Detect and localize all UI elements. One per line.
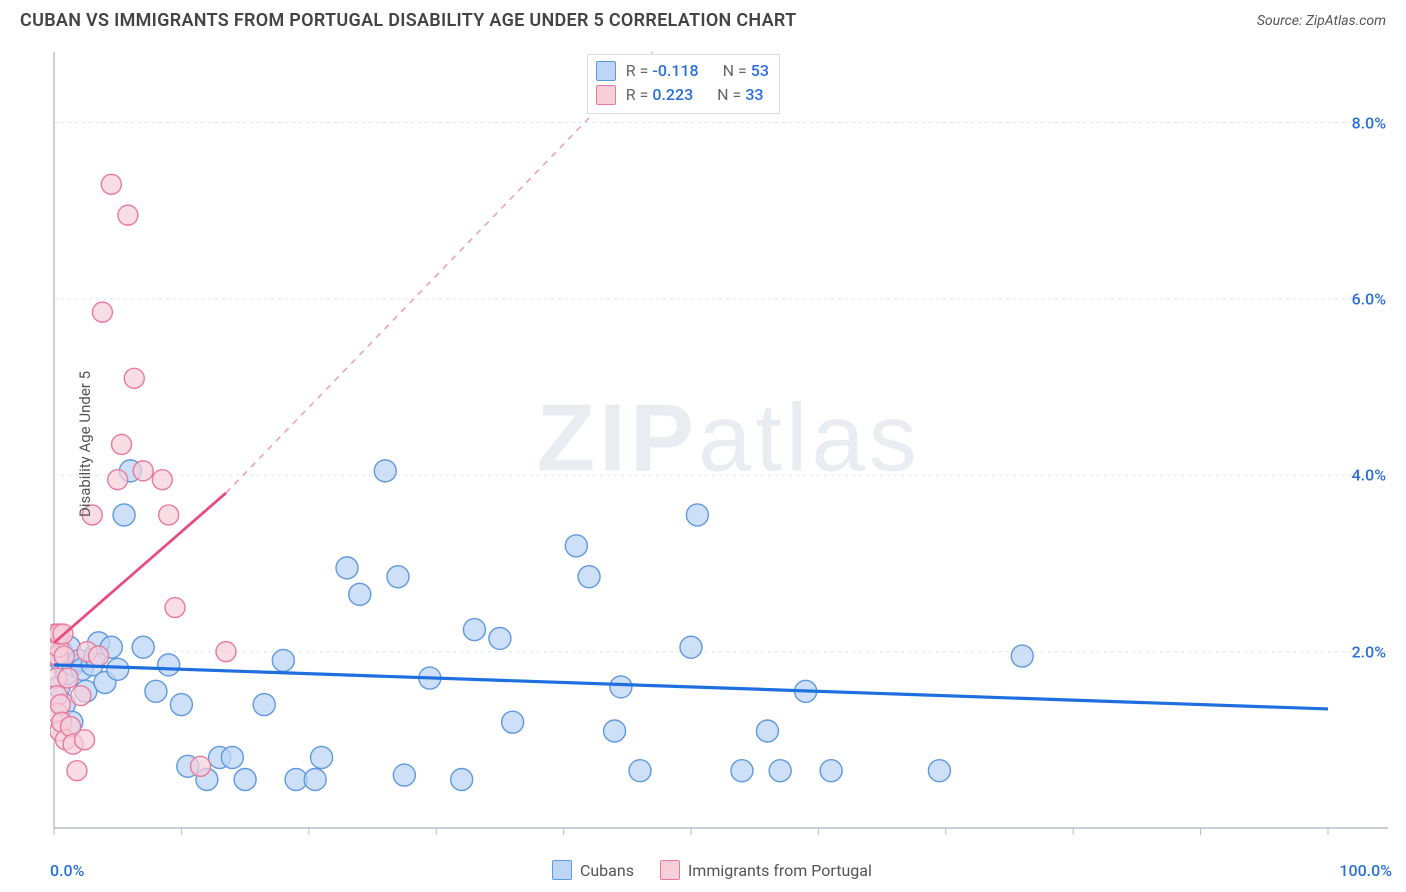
legend-item-cubans: Cubans xyxy=(552,860,634,880)
x-axis-legend: 0.0% Cubans Immigrants from Portugal 100… xyxy=(50,860,1392,880)
y-tick-label: 8.0% xyxy=(1352,113,1386,132)
legend-item-portugal: Immigrants from Portugal xyxy=(660,860,872,880)
x-max-label: 100.0% xyxy=(1339,861,1392,880)
chart-title: CUBAN VS IMMIGRANTS FROM PORTUGAL DISABI… xyxy=(20,10,796,31)
correlation-row-cubans: R = -0.118 N = 53 xyxy=(596,59,769,83)
correlation-box: R = -0.118 N = 53 R = 0.223 N = 33 xyxy=(587,54,780,114)
x-min-label: 0.0% xyxy=(50,861,84,880)
plot-area: Disability Age Under 5 ZIPatlas R = -0.1… xyxy=(50,48,1392,840)
scatter-svg xyxy=(50,48,1392,840)
y-axis-label: Disability Age Under 5 xyxy=(76,371,94,517)
y-tick-label: 2.0% xyxy=(1352,642,1386,661)
y-tick-label: 4.0% xyxy=(1352,466,1386,485)
y-tick-label: 6.0% xyxy=(1352,289,1386,308)
correlation-row-portugal: R = 0.223 N = 33 xyxy=(596,83,769,107)
source-attribution: Source: ZipAtlas.com xyxy=(1257,13,1386,29)
